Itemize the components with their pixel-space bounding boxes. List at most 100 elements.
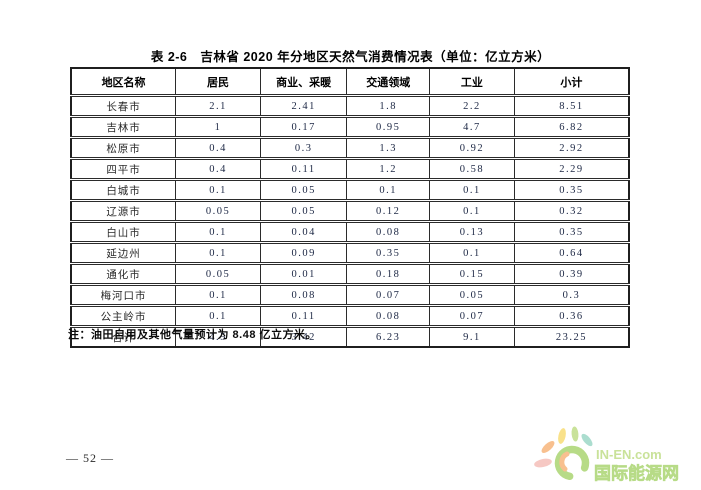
value-cell: 0.09 bbox=[259, 241, 347, 264]
table-row: 四平市 0.4 0.11 1.2 0.58 2.29 bbox=[70, 157, 629, 180]
value-cell: 0.32 bbox=[513, 199, 629, 222]
table-header-row: 地区名称 居民 商业、采暖 交通领域 工业 小计 bbox=[70, 68, 629, 97]
value-cell: 2.92 bbox=[513, 136, 629, 159]
page-number: — 52 — bbox=[66, 451, 114, 465]
value-cell: 0.07 bbox=[429, 304, 515, 327]
column-header: 商业、采暖 bbox=[259, 68, 347, 97]
value-cell: 0.08 bbox=[346, 304, 430, 327]
region-name-cell: 公主岭市 bbox=[70, 304, 176, 327]
value-cell: 23.25 bbox=[513, 325, 629, 347]
value-cell: 0.4 bbox=[175, 157, 261, 180]
table-body: 长春市 2.1 2.41 1.8 2.2 8.51 吉林市 1 0.17 0.95 4.7 6.82 松… bbox=[70, 95, 629, 347]
value-cell: 0.11 bbox=[259, 304, 347, 327]
column-header: 工业 bbox=[429, 68, 515, 97]
region-name-cell: 白山市 bbox=[70, 220, 176, 243]
region-name-cell: 合计 bbox=[70, 325, 176, 347]
value-cell: 0.35 bbox=[513, 220, 629, 243]
value-cell: 2.41 bbox=[259, 95, 347, 117]
value-cell: 0.1 bbox=[175, 283, 261, 306]
watermark-site-text: IN-EN.com bbox=[596, 447, 662, 462]
value-cell: 0.07 bbox=[346, 283, 430, 306]
in-en-watermark: IN-EN.com 国际能源网 bbox=[531, 425, 699, 485]
table-footnote: 注：油田自用及其他气量预计为 8.48 亿立方米。 bbox=[68, 329, 318, 341]
value-cell: 1.3 bbox=[346, 136, 430, 159]
value-cell: 0.1 bbox=[175, 241, 261, 264]
value-cell: 0.05 bbox=[175, 262, 261, 285]
column-header: 地区名称 bbox=[70, 68, 176, 97]
region-name-cell: 长春市 bbox=[70, 95, 176, 117]
value-cell: 0.58 bbox=[429, 157, 515, 180]
value-cell: 0.1 bbox=[346, 178, 430, 201]
table-row: 长春市 2.1 2.41 1.8 2.2 8.51 bbox=[70, 95, 629, 117]
region-name-cell: 白城市 bbox=[70, 178, 176, 201]
value-cell: 0.12 bbox=[346, 199, 430, 222]
value-cell: 0.05 bbox=[259, 178, 347, 201]
value-cell: 0.05 bbox=[175, 199, 261, 222]
value-cell: 0.17 bbox=[259, 115, 347, 138]
value-cell: 0.05 bbox=[259, 199, 347, 222]
value-cell: 0.64 bbox=[513, 241, 629, 264]
value-cell: 4.5 bbox=[175, 325, 261, 347]
table-row: 通化市 0.05 0.01 0.18 0.15 0.39 bbox=[70, 262, 629, 285]
table-row: 公主岭市 0.1 0.11 0.08 0.07 0.36 bbox=[70, 304, 629, 327]
table-row: 松原市 0.4 0.3 1.3 0.92 2.92 bbox=[70, 136, 629, 159]
page-title: 表 2-6 吉林省 2020 年分地区天然气消费情况表（单位：亿立方米） bbox=[150, 50, 551, 64]
table-row: 吉林市 1 0.17 0.95 4.7 6.82 bbox=[70, 115, 629, 138]
value-cell: 6.23 bbox=[346, 325, 430, 347]
value-cell: 0.01 bbox=[259, 262, 347, 285]
value-cell: 0.92 bbox=[429, 136, 515, 159]
column-header: 小计 bbox=[513, 68, 629, 97]
table-row: 梅河口市 0.1 0.08 0.07 0.05 0.3 bbox=[70, 283, 629, 306]
value-cell: 0.3 bbox=[259, 136, 347, 159]
value-cell: 0.08 bbox=[346, 220, 430, 243]
sun-flower-logo-icon: IN-EN.com 国际能源网 bbox=[534, 426, 679, 483]
region-name-cell: 延边州 bbox=[70, 241, 176, 264]
value-cell: 8.51 bbox=[513, 95, 629, 117]
value-cell: 0.36 bbox=[513, 304, 629, 327]
region-name-cell: 通化市 bbox=[70, 262, 176, 285]
value-cell: 0.1 bbox=[175, 304, 261, 327]
value-cell: 0.15 bbox=[429, 262, 515, 285]
value-cell: 0.4 bbox=[175, 136, 261, 159]
watermark-name-text: 国际能源网 bbox=[594, 463, 679, 483]
value-cell: 0.13 bbox=[429, 220, 515, 243]
value-cell: 3.42 bbox=[259, 325, 347, 347]
value-cell: 0.11 bbox=[259, 157, 347, 180]
value-cell: 0.1 bbox=[429, 241, 515, 264]
value-cell: 0.08 bbox=[259, 283, 347, 306]
value-cell: 0.35 bbox=[346, 241, 430, 264]
value-cell: 4.7 bbox=[429, 115, 515, 138]
value-cell: 0.1 bbox=[429, 178, 515, 201]
value-cell: 0.18 bbox=[346, 262, 430, 285]
value-cell: 0.1 bbox=[175, 220, 261, 243]
region-name-cell: 松原市 bbox=[70, 136, 176, 159]
value-cell: 2.2 bbox=[429, 95, 515, 117]
value-cell: 6.82 bbox=[513, 115, 629, 138]
value-cell: 0.04 bbox=[259, 220, 347, 243]
region-name-cell: 吉林市 bbox=[70, 115, 176, 138]
value-cell: 1.2 bbox=[346, 157, 430, 180]
value-cell: 2.1 bbox=[175, 95, 261, 117]
region-name-cell: 四平市 bbox=[70, 157, 176, 180]
region-name-cell: 辽源市 bbox=[70, 199, 176, 222]
table-row: 延边州 0.1 0.09 0.35 0.1 0.64 bbox=[70, 241, 629, 264]
value-cell: 1.8 bbox=[346, 95, 430, 117]
table-row: 白城市 0.1 0.05 0.1 0.1 0.35 bbox=[70, 178, 629, 201]
gas-consumption-table: 地区名称 居民 商业、采暖 交通领域 工业 小计 长春市 2.1 2.41 1.8 2.2 8.51… bbox=[70, 67, 630, 348]
column-header: 居民 bbox=[175, 68, 261, 97]
value-cell: 0.1 bbox=[175, 178, 261, 201]
value-cell: 0.1 bbox=[429, 199, 515, 222]
value-cell: 0.3 bbox=[513, 283, 629, 306]
table-row: 白山市 0.1 0.04 0.08 0.13 0.35 bbox=[70, 220, 629, 243]
value-cell: 0.39 bbox=[513, 262, 629, 285]
table-row: 辽源市 0.05 0.05 0.12 0.1 0.32 bbox=[70, 199, 629, 222]
value-cell: 1 bbox=[175, 115, 261, 138]
column-header: 交通领域 bbox=[346, 68, 430, 97]
region-name-cell: 梅河口市 bbox=[70, 283, 176, 306]
table-total-row: 合计 4.5 3.42 6.23 9.1 23.25 bbox=[70, 325, 629, 347]
value-cell: 0.95 bbox=[346, 115, 430, 138]
value-cell: 9.1 bbox=[429, 325, 515, 347]
value-cell: 0.05 bbox=[429, 283, 515, 306]
value-cell: 2.29 bbox=[513, 157, 629, 180]
value-cell: 0.35 bbox=[513, 178, 629, 201]
